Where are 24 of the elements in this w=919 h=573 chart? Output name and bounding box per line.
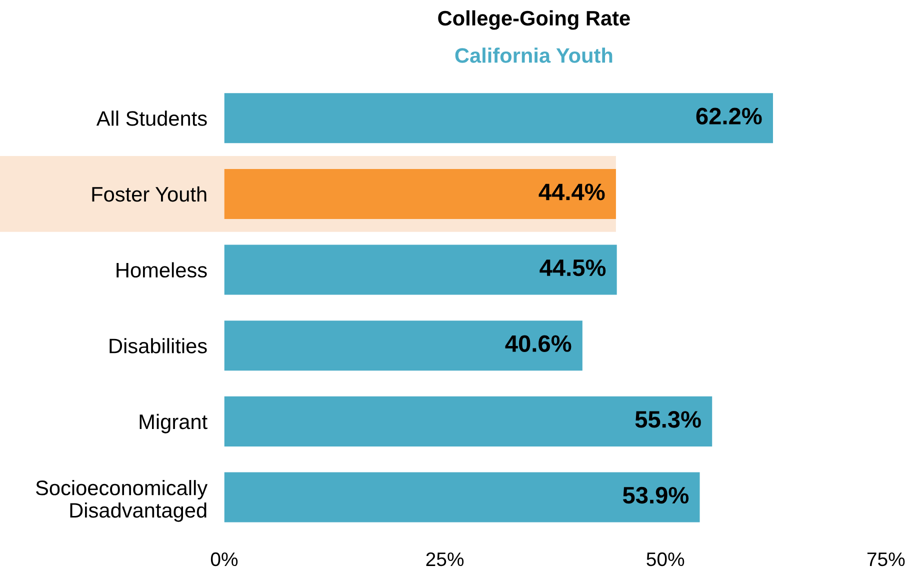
- bar: [224, 93, 773, 144]
- x-tick-label: 50%: [646, 552, 684, 566]
- y-tick-label: Disabilities: [110, 338, 207, 354]
- data-label: 44.5%: [540, 259, 606, 276]
- bar: [224, 320, 582, 371]
- data-label: 44.4%: [538, 184, 605, 200]
- y-tick-label: Socioeconomically Disadvantaged: [36, 480, 208, 522]
- data-label: 55.3%: [635, 411, 701, 428]
- y-tick-label: Homeless: [116, 262, 207, 278]
- y-tick-label: Migrant: [140, 414, 208, 434]
- chart-title: College-Going Rate: [438, 10, 630, 30]
- y-tick-label: All Students: [96, 110, 207, 126]
- bar: [224, 396, 712, 446]
- bar: [224, 244, 617, 295]
- data-label: 40.6%: [505, 335, 572, 352]
- chart-subtitle: California Youth: [455, 48, 612, 63]
- bar: [224, 168, 616, 219]
- x-tick-label: 0%: [210, 552, 238, 566]
- x-tick-label: 75%: [867, 552, 905, 566]
- bar: [224, 472, 700, 522]
- data-label: 53.9%: [622, 486, 689, 504]
- y-tick-label: Foster Youth: [92, 186, 206, 202]
- x-tick-label: 25%: [426, 552, 464, 566]
- data-label: 62.2%: [696, 108, 762, 124]
